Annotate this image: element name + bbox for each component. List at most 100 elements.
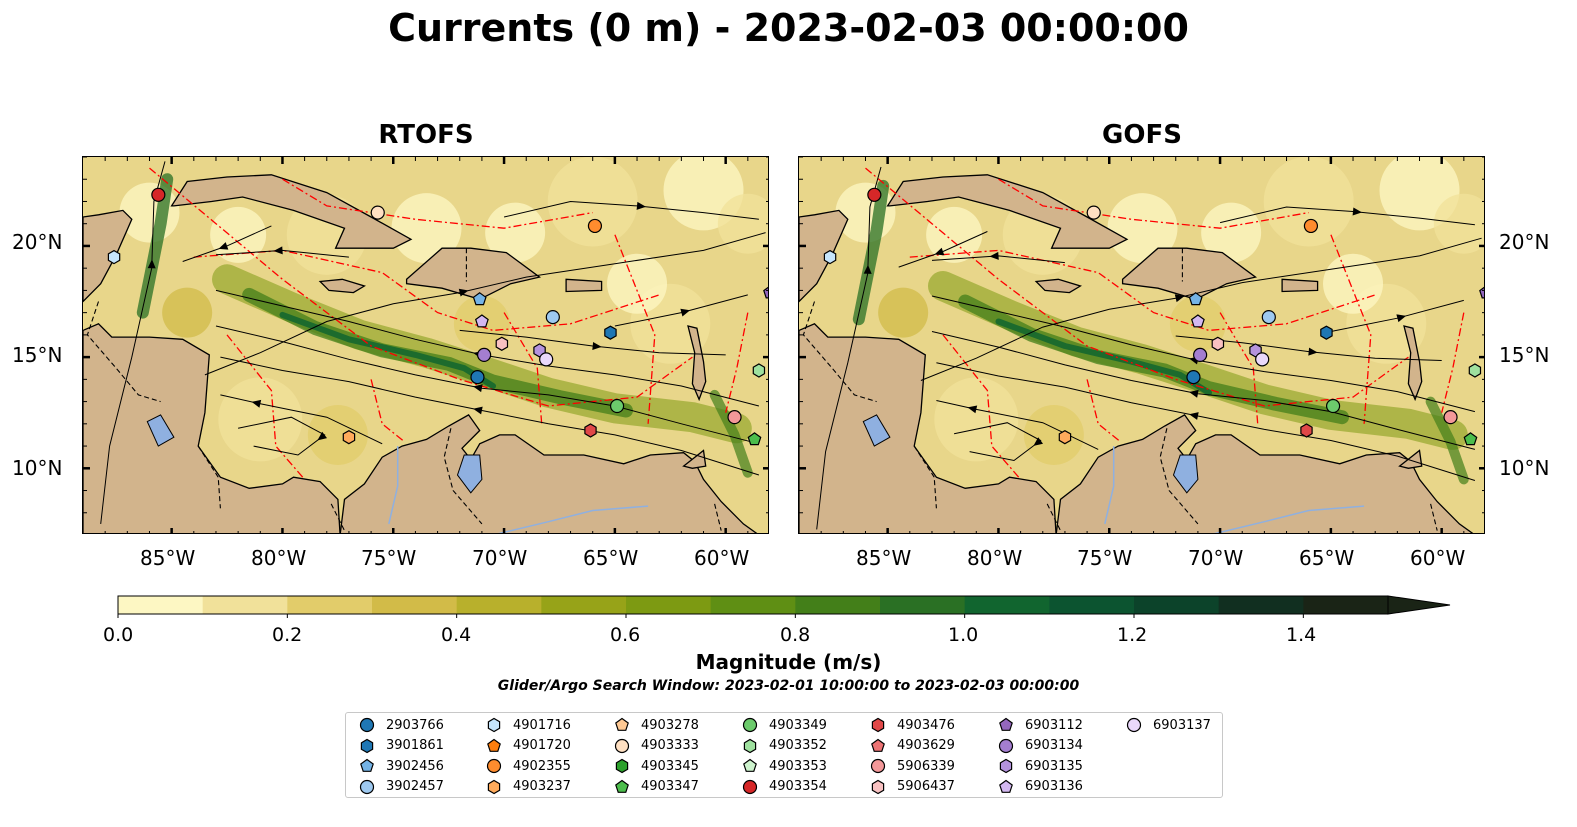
- eez-boundary: [614, 234, 656, 424]
- float-marker-3902456: [472, 292, 487, 306]
- legend-label: 4902355: [513, 758, 571, 774]
- streamline-arrow-icon: [967, 405, 978, 414]
- legend-label: 4903333: [641, 738, 699, 753]
- magnitude-patch: [717, 193, 768, 254]
- xtick-label-right: 70°W: [1188, 546, 1244, 570]
- streamline-arrow-icon: [1174, 294, 1185, 303]
- eez-boundary: [998, 178, 1309, 229]
- land-south-america: [1055, 414, 1474, 533]
- xtick-label-right: 80°W: [967, 546, 1023, 570]
- legend-item: 2903766: [356, 715, 444, 735]
- eez-boundary: [1219, 312, 1259, 424]
- country-border: [197, 445, 221, 509]
- colorbar-label: Magnitude (m/s): [695, 650, 882, 674]
- legend-label: 4903354: [769, 779, 827, 794]
- legend-label: 4901716: [513, 717, 571, 733]
- colorbar-extend-arrow: [1387, 595, 1451, 615]
- country-border: [1430, 503, 1438, 531]
- legend-label: 2903766: [386, 717, 444, 733]
- streamline-arrow-icon: [317, 431, 328, 441]
- land-south-america: [339, 414, 758, 533]
- streamline-arrow-icon: [473, 406, 483, 415]
- float-marker-4903347: [1463, 432, 1478, 446]
- magnitude-patch: [391, 193, 462, 264]
- pentagon-marker-icon: [999, 717, 1013, 731]
- streamline-arrow-icon: [863, 264, 872, 274]
- float-marker-4903349: [609, 398, 625, 414]
- float-marker-2903766: [470, 370, 485, 385]
- float-marker-4903352: [752, 363, 766, 378]
- streamline: [182, 225, 272, 262]
- legend-label: 5906437: [897, 779, 955, 794]
- legend-item: 4903237: [483, 777, 571, 797]
- float-marker-4901716: [823, 249, 837, 265]
- float-marker-4903333: [1086, 205, 1101, 220]
- float-marker-3902457: [545, 309, 560, 325]
- streamline-arrow-icon: [458, 288, 469, 297]
- legend-label: 4903349: [769, 717, 827, 733]
- magnitude-patch: [1263, 157, 1354, 247]
- xtick-label-left: 65°W: [583, 546, 639, 570]
- land-hispaniola: [405, 247, 542, 300]
- float-marker-4903476: [1300, 423, 1313, 438]
- xtick-label-right: 85°W: [856, 546, 912, 570]
- colorbar-tick-label: 0.2: [272, 624, 303, 646]
- legend-item: 6903134: [995, 736, 1083, 756]
- float-marker-4903237: [342, 430, 356, 445]
- float-marker-4903347: [747, 432, 762, 446]
- streamline: [215, 249, 349, 258]
- circle-marker-icon: [614, 738, 630, 753]
- hexagon-marker-icon: [360, 738, 374, 753]
- streamline: [931, 331, 1476, 450]
- country-border: [913, 445, 937, 509]
- streamline: [1330, 299, 1464, 332]
- colorbar-segment: [1134, 596, 1220, 614]
- country-border: [330, 503, 345, 531]
- streamline-arrow-icon: [147, 259, 156, 269]
- pentagon-marker-icon: [743, 758, 757, 772]
- legend-item: 4903333: [611, 736, 699, 756]
- colorbar-segment: [880, 596, 966, 614]
- streamline: [503, 200, 759, 220]
- legend-item: 4903278: [611, 715, 699, 735]
- land-hispaniola: [1121, 247, 1258, 300]
- legend-item: 4903354: [739, 777, 827, 797]
- xtick-label-left: 80°W: [251, 546, 307, 570]
- current-jet: [852, 179, 890, 326]
- magnitude-patch: [926, 206, 983, 263]
- river: [1104, 446, 1115, 525]
- float-marker-4903349: [1325, 398, 1341, 414]
- colorbar-tick-label: 1.2: [1117, 624, 1148, 646]
- pentagon-marker-icon: [871, 738, 885, 752]
- streamline-arrow-icon: [1033, 437, 1044, 446]
- float-marker-5906339: [1443, 410, 1458, 425]
- float-marker-4903354: [151, 187, 166, 202]
- eez-boundary: [909, 249, 1376, 332]
- streamline: [220, 394, 383, 445]
- streamline-arrow-icon: [1189, 412, 1199, 420]
- streamline: [215, 325, 760, 445]
- streamline-arrow-icon: [989, 251, 999, 260]
- legend-item: 4903345: [611, 756, 699, 776]
- colorbar-segment: [118, 596, 204, 614]
- float-marker-4903354: [867, 187, 882, 202]
- streamline: [936, 362, 1476, 481]
- colorbar-tick-label: 1.4: [1286, 624, 1317, 646]
- country-border: [714, 503, 722, 531]
- river: [1214, 505, 1365, 533]
- legend-item: 6903135: [995, 756, 1083, 776]
- hexagon-marker-icon: [999, 758, 1013, 774]
- colorbar-tick-label: 1.0: [948, 624, 979, 646]
- float-marker-4903476: [584, 423, 597, 438]
- eez-boundary: [865, 167, 1409, 407]
- colorbar-tick-label: 0.0: [103, 624, 134, 646]
- colorbar-outline: [117, 595, 1389, 615]
- xtick-label-left: 85°W: [140, 546, 196, 570]
- xtick-label-left: 60°W: [694, 546, 750, 570]
- eez-boundary: [149, 167, 693, 407]
- legend-item: 4903353: [739, 756, 827, 776]
- streamline: [920, 237, 1482, 381]
- float-marker-3901861: [1320, 325, 1333, 340]
- lake-maracaibo: [1172, 454, 1199, 494]
- xtick-label-right: 60°W: [1410, 546, 1466, 570]
